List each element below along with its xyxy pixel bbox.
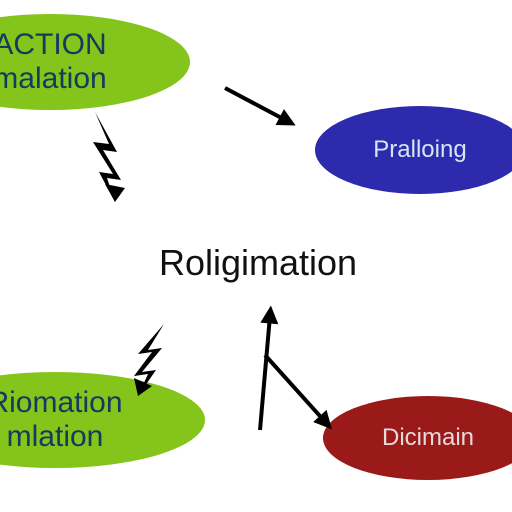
node-riomation-line2: mlation [0,420,123,455]
node-pralloing-line1: Pralloing [373,136,466,164]
node-dicimain: Dicimain [323,396,512,480]
node-dicimain-line1: Dicimain [382,424,474,452]
node-action-line1: ACTION [0,28,107,63]
node-action-line2: malation [0,62,107,97]
bolt-bottom-left-icon [128,322,188,402]
arrow-mid-up [260,305,271,430]
arrow-head-icon [276,109,300,133]
node-riomation-label: Riomation mlation [0,386,123,455]
arrow-mid-down-right [265,355,332,429]
node-action-label: ACTION malation [0,28,107,97]
center-title: Roligimation [128,242,388,284]
arrow-top-right [225,88,296,126]
arrow-head-icon [260,305,280,325]
arrow-line [224,86,282,120]
node-dicimain-label: Dicimain [382,424,474,452]
node-pralloing: Pralloing [315,106,512,194]
bolt-top-left-icon [75,108,135,208]
node-action: ACTION malation [0,14,190,110]
arrow-line [264,354,323,419]
node-pralloing-label: Pralloing [373,136,466,164]
arrow-line [258,321,271,430]
node-riomation-line1: Riomation [0,386,123,421]
